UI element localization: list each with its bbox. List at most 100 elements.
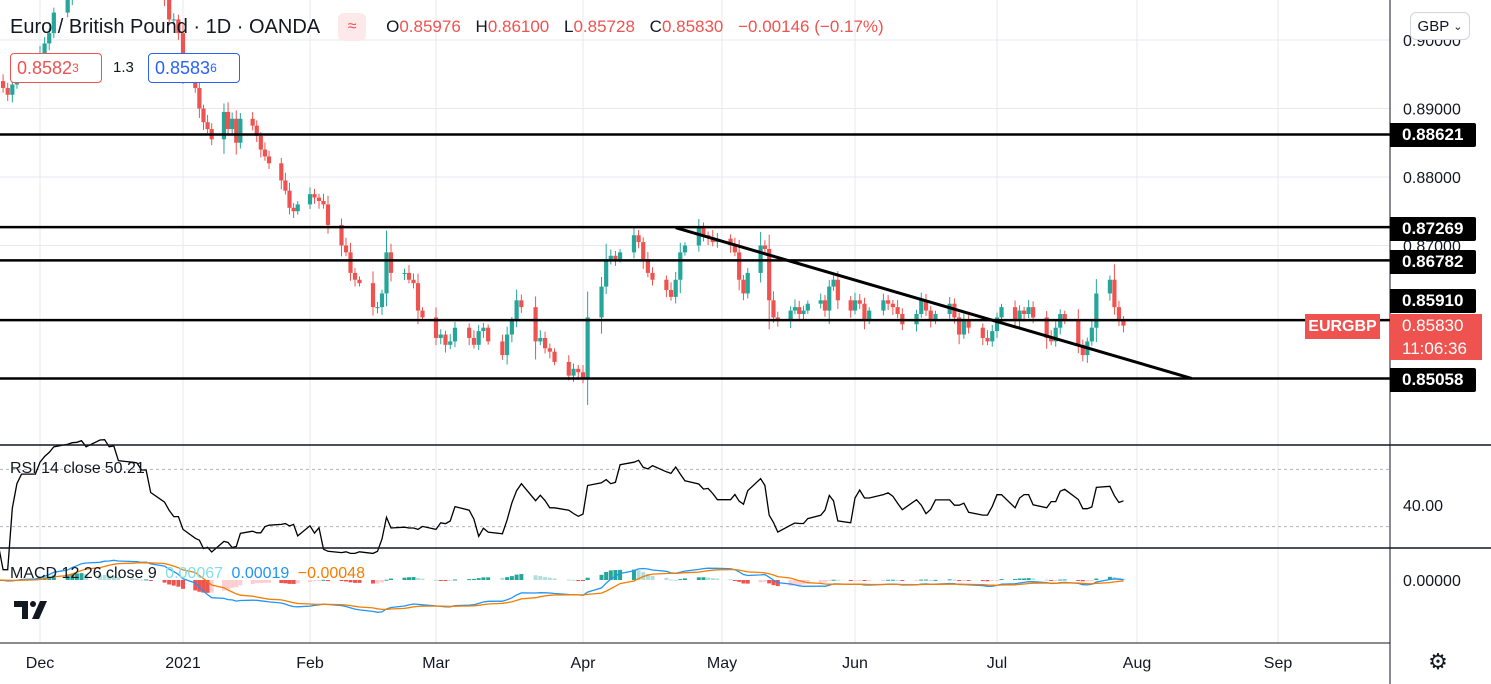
macd-histogram-bar <box>952 579 957 581</box>
macd-histogram-bar <box>201 580 206 593</box>
candle-body <box>452 327 458 342</box>
candle-body <box>805 303 810 311</box>
candle-body <box>509 320 514 335</box>
macd-histogram-bar <box>471 578 476 580</box>
macd-histogram-bar <box>486 577 491 580</box>
macd-histogram-bar <box>1107 576 1112 580</box>
macd-histogram-bar <box>500 577 505 580</box>
macd-histogram-bar <box>420 578 425 580</box>
candle-body <box>467 327 472 338</box>
candle-body <box>999 307 1004 318</box>
macd-histogram-bar <box>890 579 895 581</box>
candle-body <box>1107 279 1113 294</box>
macd-signal-line <box>0 562 1124 611</box>
x-tick-label: Dec <box>26 655 54 672</box>
candle-body <box>631 235 637 253</box>
macd-histogram-bar <box>452 579 457 581</box>
macd-histogram-bar <box>250 580 255 585</box>
currency-button[interactable]: GBP ⌄ <box>1410 12 1470 40</box>
macd-histogram-bar <box>818 580 823 583</box>
candle-body <box>852 300 858 311</box>
macd-histogram-bar <box>696 577 701 580</box>
candle-body <box>1116 307 1122 321</box>
settings-gear-icon[interactable]: ⚙ <box>1428 649 1448 674</box>
rsi-legend[interactable]: RSI 14 close 50.21 <box>10 460 145 478</box>
macd-histogram-bar <box>1058 579 1063 581</box>
macd-histogram-bar <box>669 579 674 581</box>
macd-histogram-bar <box>771 580 776 586</box>
sell-price-button[interactable]: 0.8582 3 <box>10 53 102 83</box>
candle-body <box>599 286 604 318</box>
candle-body <box>258 135 263 150</box>
symbol-title[interactable]: Euro / British Pound · 1D · OANDA <box>10 15 321 38</box>
candle-body <box>51 12 56 34</box>
rsi-axis-label: 40.00 <box>1403 498 1443 515</box>
macd-histogram-bar <box>74 573 79 580</box>
candle-body <box>552 351 557 362</box>
macd-histogram-bar <box>645 573 650 580</box>
macd-histogram-bar <box>238 580 243 586</box>
candle-body <box>957 317 962 335</box>
candle-body <box>741 279 746 294</box>
candle-body <box>547 348 552 352</box>
high-label: H <box>475 17 488 36</box>
macd-histogram-bar <box>613 569 618 580</box>
macd-histogram-bar <box>1022 578 1027 580</box>
candle-body <box>1076 320 1081 345</box>
macd-histogram-bar <box>576 580 581 581</box>
macd-histogram-bar <box>326 580 330 581</box>
candle-body <box>985 337 990 342</box>
macd-histogram-bar <box>353 580 357 583</box>
candle-body <box>664 279 669 291</box>
candle-body <box>1017 310 1022 321</box>
candle-body <box>415 283 421 311</box>
macd-histogram-bar <box>543 576 548 580</box>
candle-body <box>682 245 688 253</box>
macd-histogram-bar <box>835 579 840 581</box>
macd-histogram-bar <box>509 576 514 580</box>
open-value: 0.85976 <box>399 17 461 36</box>
buy-price-button[interactable]: 0.8583 6 <box>148 53 240 83</box>
open-label: O <box>386 17 400 36</box>
x-tick-label: Aug <box>1123 655 1151 672</box>
symbol-price-tag: EURGBP <box>1305 314 1380 339</box>
macd-histogram-bar <box>197 580 202 592</box>
macd-line-value: 0.00019 <box>231 565 290 582</box>
x-tick-label: May <box>707 655 737 672</box>
macd-histogram-bar <box>650 575 655 580</box>
close-label: C <box>649 17 662 36</box>
candle-body <box>230 118 235 130</box>
candle-body <box>201 108 206 123</box>
candle-body <box>519 300 524 308</box>
candle-body <box>448 341 453 345</box>
macd-histogram-bar <box>321 579 326 581</box>
macd-histogram-bar <box>505 577 510 580</box>
macd-histogram-bar <box>682 578 687 580</box>
candle-body <box>65 0 70 13</box>
candle-body <box>379 293 385 308</box>
candle-body <box>961 320 966 335</box>
macd-histogram-bar <box>193 580 198 591</box>
macd-histogram-bar <box>758 580 763 583</box>
macd-histogram-bar <box>767 580 772 584</box>
macd-histogram-bar <box>631 569 636 580</box>
candle-body <box>47 33 52 44</box>
macd-histogram-bar <box>209 580 214 593</box>
wave-icon[interactable]: ≈ <box>338 13 367 41</box>
candle-body <box>1026 307 1031 314</box>
sell-price: 0.8582 <box>17 57 73 78</box>
x-tick-label: Mar <box>422 655 450 672</box>
candle-body <box>1094 293 1099 328</box>
macd-legend[interactable]: MACD 12 26 close 9 0.00067 0.00019 −0.00… <box>10 565 365 583</box>
candle-body <box>291 207 296 212</box>
low-label: L <box>564 17 574 36</box>
macd-histogram-bar <box>1013 579 1018 581</box>
macd-histogram-bar <box>715 578 720 580</box>
macd-histogram-bar <box>1053 580 1058 581</box>
macd-histogram-bar <box>678 579 683 581</box>
macd-histogram-bar <box>416 577 420 580</box>
candle-body <box>348 252 353 273</box>
candle-body <box>771 300 776 318</box>
tradingview-logo[interactable] <box>12 595 56 625</box>
